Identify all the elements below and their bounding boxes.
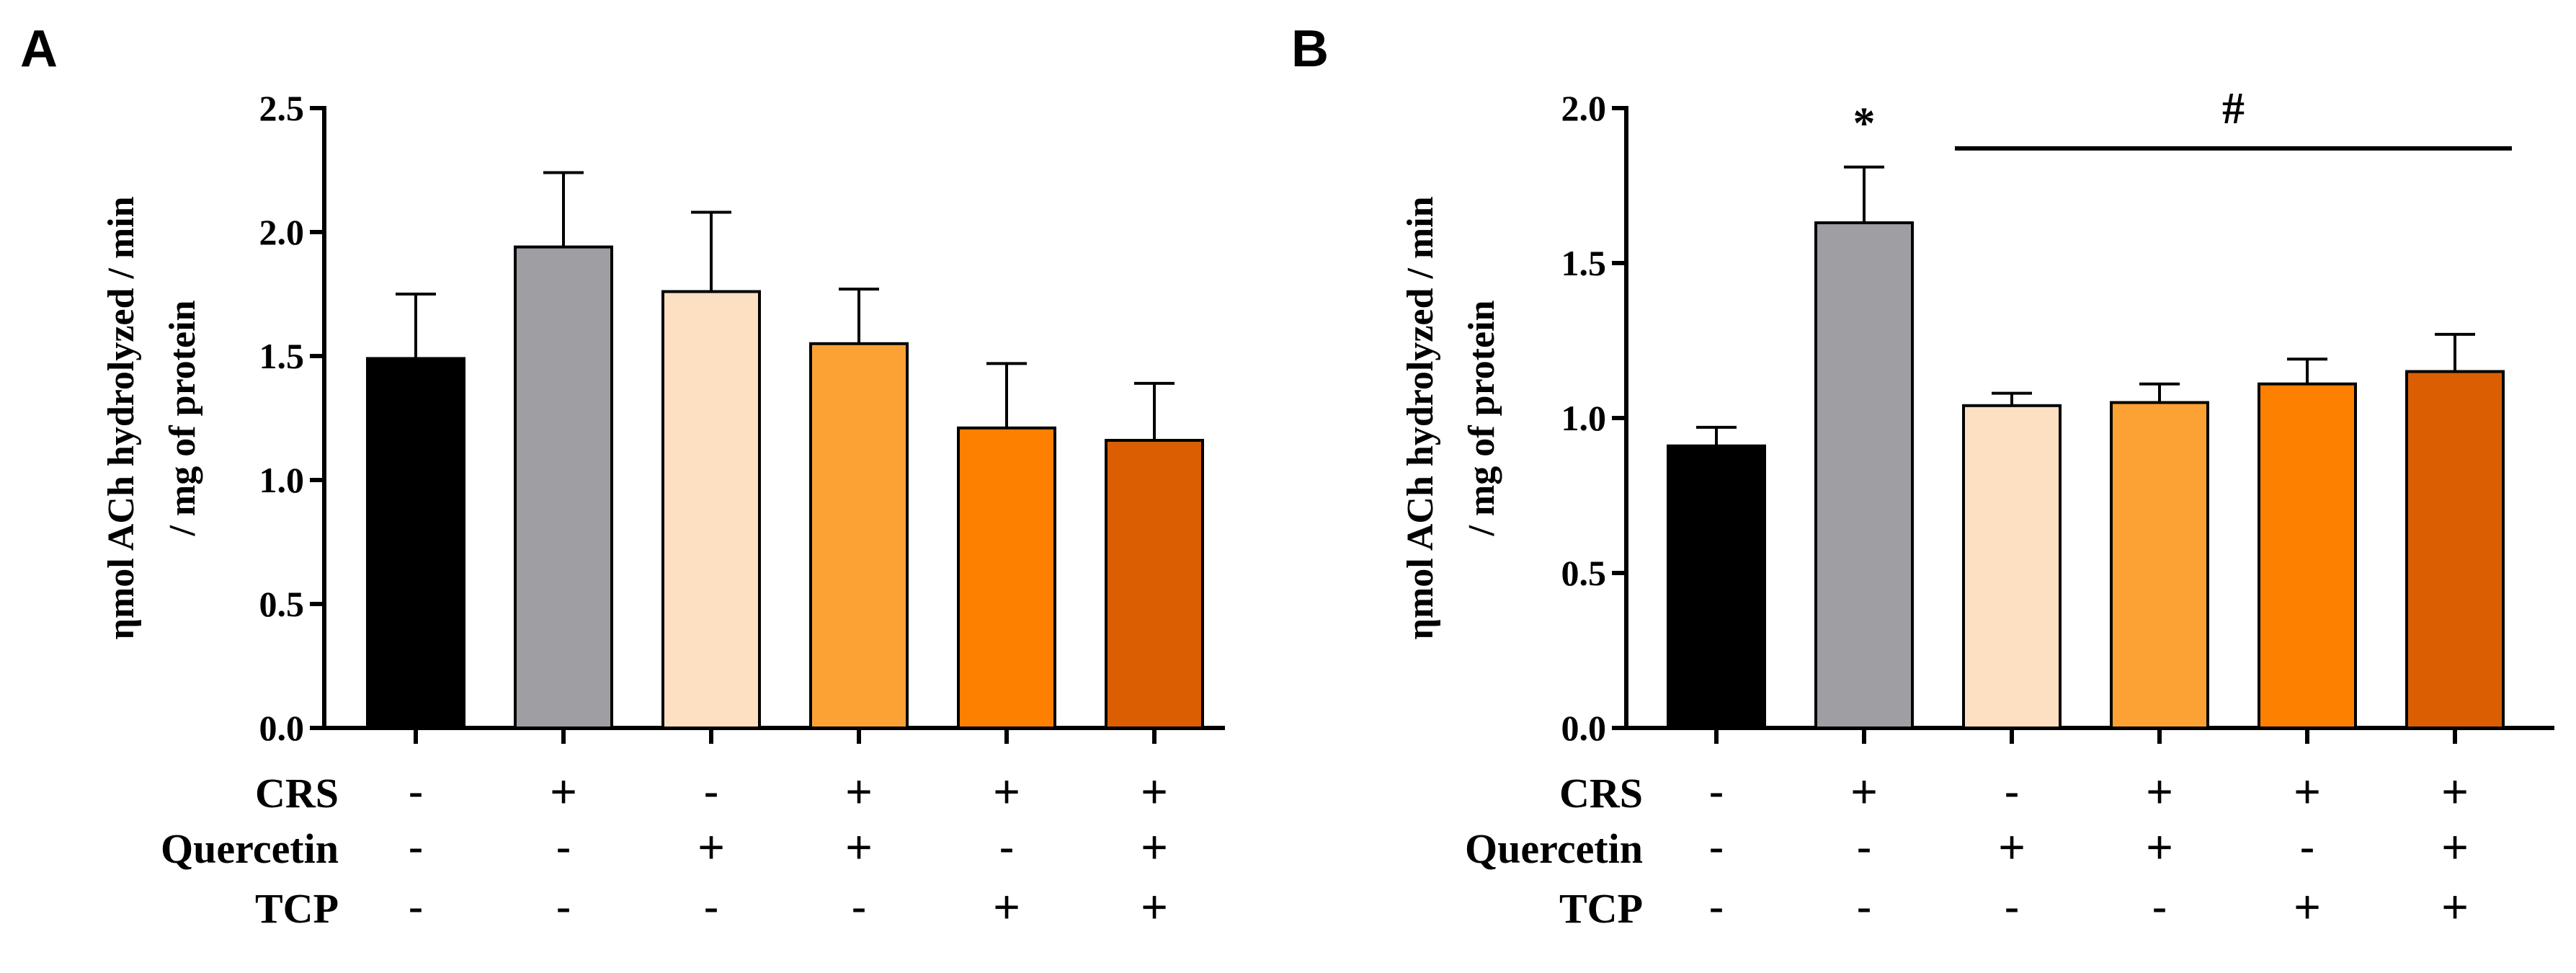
bar bbox=[2258, 382, 2357, 729]
bar bbox=[514, 245, 613, 729]
group-sign: - bbox=[2299, 821, 2314, 873]
y-tick-label: 2.0 bbox=[1561, 88, 1607, 128]
group-sign: + bbox=[845, 765, 872, 817]
y-tick-label: 2.0 bbox=[259, 212, 305, 252]
group-label: Quercetin bbox=[1465, 825, 1643, 872]
group-sign: - bbox=[556, 881, 571, 933]
group-sign: - bbox=[2004, 765, 2019, 817]
y-axis-label: ηmol ACh hydrolyzed / min bbox=[1400, 196, 1441, 639]
group-sign: - bbox=[703, 881, 718, 933]
y-tick-label: 1.5 bbox=[1561, 243, 1607, 283]
y-tick-label: 2.5 bbox=[259, 88, 305, 128]
group-label: CRS bbox=[1559, 770, 1643, 817]
bar bbox=[1814, 221, 1914, 730]
group-sign: - bbox=[999, 821, 1014, 873]
group-sign: - bbox=[1708, 881, 1724, 933]
y-tick-label: 0.5 bbox=[259, 584, 305, 624]
group-sign: + bbox=[2441, 821, 2468, 873]
significance-hash: # bbox=[2222, 84, 2245, 133]
group-sign: - bbox=[851, 881, 866, 933]
y-tick-label: 0.0 bbox=[259, 708, 305, 748]
group-sign: - bbox=[1856, 821, 1871, 873]
group-sign: + bbox=[1141, 881, 1167, 933]
group-label: Quercetin bbox=[161, 825, 339, 872]
y-axis-label: ηmol ACh hydrolyzed / min bbox=[101, 196, 142, 639]
group-sign: - bbox=[556, 821, 571, 873]
group-sign: - bbox=[1708, 765, 1724, 817]
group-sign: - bbox=[408, 881, 423, 933]
significance-asterisk: * bbox=[1853, 99, 1876, 148]
group-sign: + bbox=[2294, 765, 2320, 817]
y-tick-label: 1.0 bbox=[259, 460, 305, 500]
y-tick-label: 1.0 bbox=[1561, 398, 1607, 438]
y-axis-label: / mg of protein bbox=[1461, 300, 1502, 536]
y-tick-label: 0.5 bbox=[1561, 553, 1607, 593]
group-sign: + bbox=[1850, 765, 1877, 817]
group-sign: + bbox=[845, 821, 872, 873]
bar bbox=[809, 342, 909, 729]
panel-label: B bbox=[1291, 20, 1329, 78]
panel-label: A bbox=[20, 20, 58, 78]
group-sign: - bbox=[1856, 881, 1871, 933]
bar bbox=[1667, 444, 1766, 729]
group-label: TCP bbox=[255, 885, 339, 932]
group-sign: - bbox=[1708, 821, 1724, 873]
bar bbox=[1105, 438, 1204, 730]
group-sign: + bbox=[550, 765, 576, 817]
group-sign: + bbox=[993, 765, 1020, 817]
bar bbox=[2110, 401, 2209, 729]
bar bbox=[1962, 404, 2062, 729]
group-sign: + bbox=[2146, 765, 2172, 817]
group-sign: + bbox=[1141, 765, 1167, 817]
y-tick-label: 0.0 bbox=[1561, 708, 1607, 748]
bar bbox=[366, 357, 465, 729]
group-sign: - bbox=[408, 765, 423, 817]
group-sign: + bbox=[1998, 821, 2025, 873]
group-sign: + bbox=[1141, 821, 1167, 873]
group-sign: - bbox=[408, 821, 423, 873]
y-axis-label: / mg of protein bbox=[162, 300, 203, 536]
y-tick-label: 1.5 bbox=[259, 336, 305, 376]
group-label: TCP bbox=[1559, 885, 1643, 932]
group-sign: - bbox=[703, 765, 718, 817]
group-sign: - bbox=[2152, 881, 2167, 933]
group-sign: + bbox=[2441, 881, 2468, 933]
group-sign: + bbox=[2441, 765, 2468, 817]
bar bbox=[2405, 370, 2505, 729]
group-sign: + bbox=[698, 821, 724, 873]
group-label: CRS bbox=[255, 770, 339, 817]
bar bbox=[957, 426, 1056, 729]
group-sign: - bbox=[2004, 881, 2019, 933]
group-sign: + bbox=[993, 881, 1020, 933]
group-sign: + bbox=[2146, 821, 2172, 873]
bar bbox=[661, 290, 761, 729]
group-sign: + bbox=[2294, 881, 2320, 933]
